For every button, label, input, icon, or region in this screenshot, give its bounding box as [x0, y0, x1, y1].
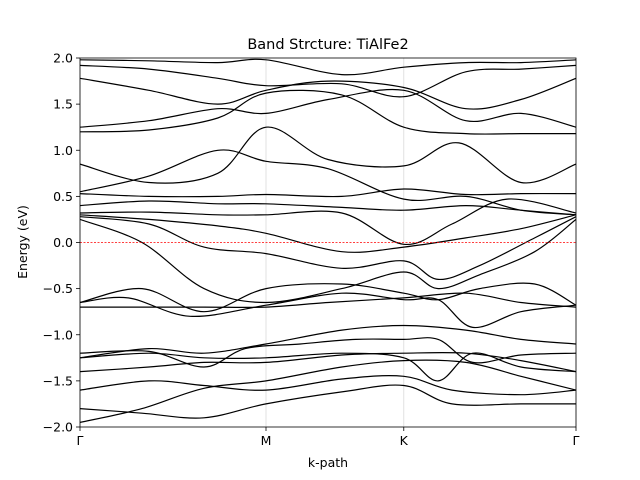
- band-lines: [80, 58, 576, 423]
- band-3: [80, 374, 576, 396]
- band-14: [80, 198, 576, 245]
- band-22: [80, 64, 576, 98]
- band-2: [80, 384, 576, 419]
- chart-title: Band Strcture: TiAlFe2: [247, 37, 408, 53]
- band-6: [80, 337, 576, 368]
- y-tick-label: 1.5: [53, 97, 73, 112]
- band-19: [80, 89, 576, 135]
- band-10: [80, 282, 576, 313]
- band-8: [80, 292, 576, 309]
- band-4: [80, 351, 576, 373]
- band-21: [80, 77, 576, 110]
- y-tick-label: 0.0: [53, 235, 73, 250]
- band-7: [80, 324, 576, 359]
- y-tick-label: −1.0: [43, 327, 73, 342]
- band-15: [80, 200, 576, 216]
- band-20: [80, 88, 576, 128]
- band-18: [80, 126, 576, 184]
- band-9: [80, 292, 576, 329]
- band-11: [80, 218, 576, 304]
- y-tick-label: 2.0: [53, 51, 73, 66]
- band-23: [80, 58, 576, 76]
- band-1: [80, 359, 576, 423]
- x-tick-label: M: [261, 433, 272, 448]
- y-axis-ticks: −2.0 −1.5 −1.0 −0.5 0.0 0.5 1.0 1.5 2.0: [43, 51, 80, 435]
- y-tick-label: 0.5: [53, 189, 73, 204]
- x-tick-label: K: [400, 433, 409, 448]
- y-tick-label: −0.5: [43, 281, 73, 296]
- band-12: [80, 216, 576, 281]
- x-tick-label: Γ: [573, 433, 580, 448]
- y-axis-label: Energy (eV): [15, 205, 30, 279]
- x-tick-label: Γ: [77, 433, 84, 448]
- band-17: [80, 149, 576, 216]
- band-13: [80, 214, 576, 253]
- y-tick-label: 1.0: [53, 143, 73, 158]
- band-16: [80, 188, 576, 198]
- y-tick-label: −2.0: [43, 420, 73, 435]
- x-axis-label: k-path: [308, 455, 348, 470]
- band-5: [80, 352, 576, 382]
- y-tick-label: −1.5: [43, 373, 73, 388]
